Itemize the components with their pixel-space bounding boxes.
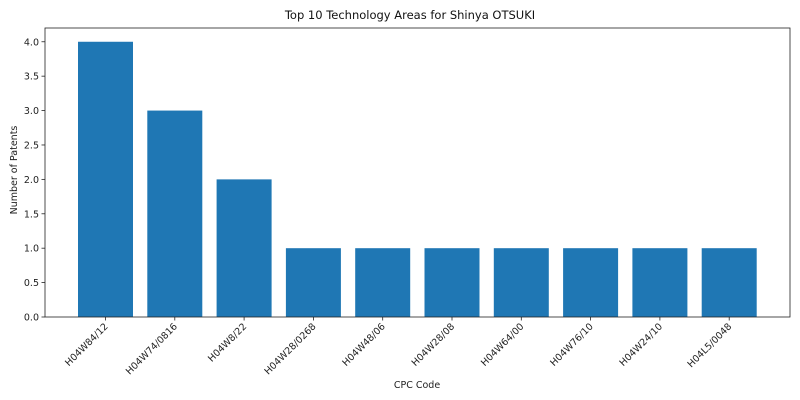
x-tick-label-7: H04W76/10 — [548, 321, 595, 368]
y-axis: 0.0 0.5 1.0 1.5 2.0 2.5 3.0 3.5 4.0 — [24, 37, 45, 323]
bar-2 — [217, 179, 272, 317]
y-tick-label-4: 2.0 — [24, 175, 39, 186]
y-tick-label-3: 1.5 — [24, 209, 39, 220]
y-axis-label: Number of Patents — [9, 126, 20, 215]
bar-1 — [147, 111, 202, 317]
x-tick-label-3: H04W28/0268 — [263, 321, 319, 377]
bar-5 — [425, 248, 480, 317]
bar-0 — [78, 42, 133, 317]
y-tick-label-8: 4.0 — [24, 37, 39, 48]
x-tick-label-4: H04W48/06 — [340, 321, 387, 368]
bar-7 — [563, 248, 618, 317]
chart-title: Top 10 Technology Areas for Shinya OTSUK… — [284, 8, 535, 22]
y-tick-label-1: 0.5 — [24, 278, 39, 289]
x-axis-label: CPC Code — [394, 380, 440, 391]
x-tick-label-8: H04W24/10 — [618, 321, 665, 368]
x-tick-label-5: H04W28/08 — [410, 321, 457, 368]
bar-6 — [494, 248, 549, 317]
bars-group — [78, 42, 757, 317]
y-tick-label-5: 2.5 — [24, 140, 39, 151]
y-tick-label-2: 1.0 — [24, 244, 39, 255]
y-tick-label-6: 3.0 — [24, 106, 39, 117]
x-axis: H04W84/12 H04W74/0816 H04W8/22 H04W28/0268 H… — [63, 317, 734, 377]
x-tick-label-1: H04W74/0816 — [124, 321, 180, 377]
bar-3 — [286, 248, 341, 317]
y-tick-label-7: 3.5 — [24, 72, 39, 83]
y-tick-label-0: 0.0 — [24, 313, 39, 324]
x-tick-label-9: H04L5/0048 — [686, 321, 735, 370]
bar-8 — [632, 248, 687, 317]
bar-4 — [355, 248, 410, 317]
x-tick-label-0: H04W84/12 — [63, 321, 110, 368]
x-tick-label-2: H04W8/22 — [206, 321, 249, 364]
x-tick-label-6: H04W64/00 — [479, 321, 526, 368]
bar-9 — [702, 248, 757, 317]
